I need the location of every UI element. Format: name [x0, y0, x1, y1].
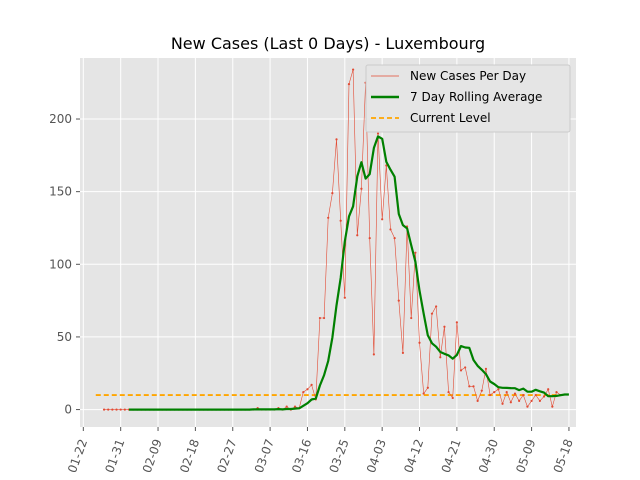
new-cases-point — [381, 218, 384, 221]
new-cases-point — [488, 393, 492, 397]
new-cases-point — [302, 391, 305, 394]
new-cases-point — [476, 399, 479, 402]
chart-title: New Cases (Last 0 Days) - Luxembourg — [171, 34, 485, 53]
new-cases-point — [484, 367, 488, 370]
new-cases-point — [418, 341, 421, 344]
new-cases-point — [111, 408, 114, 411]
y-tick-label: 0 — [64, 403, 72, 417]
new-cases-point — [555, 391, 558, 394]
new-cases-point — [285, 405, 288, 408]
legend: New Cases Per Day 7 Day Rolling Average … — [365, 64, 571, 133]
legend-label-current-level: Current Level — [410, 111, 491, 125]
new-cases-point — [526, 405, 529, 408]
new-cases-point — [356, 234, 359, 237]
new-cases-point — [410, 316, 413, 320]
new-cases-point — [530, 399, 533, 402]
x-tick-label: 04-21 — [439, 437, 464, 475]
new-cases-point — [310, 383, 313, 386]
x-tick-label: 02-09 — [140, 437, 165, 475]
new-cases-point — [123, 408, 126, 411]
new-cases-point — [551, 405, 554, 408]
rolling-average-line — [129, 135, 569, 411]
grid — [80, 58, 576, 427]
new-cases-point — [389, 228, 392, 231]
new-cases-point — [318, 316, 322, 320]
y-tick-label: 50 — [57, 330, 72, 344]
new-cases-point — [331, 192, 334, 195]
new-cases-point — [542, 395, 546, 398]
y-axis-ticks: 0 50 100 150 200 — [49, 112, 80, 417]
new-cases-point — [547, 388, 550, 391]
new-cases-point — [430, 312, 434, 315]
new-cases-point — [393, 237, 396, 240]
new-cases-point — [347, 83, 351, 86]
new-cases-point — [464, 366, 467, 369]
new-cases-point — [102, 408, 106, 411]
new-cases-point — [505, 391, 508, 394]
new-cases-point — [376, 132, 380, 135]
new-cases-point — [426, 386, 429, 389]
y-tick-label: 200 — [49, 112, 72, 126]
new-cases-point — [293, 405, 297, 408]
new-cases-point — [522, 393, 525, 397]
new-cases-point — [339, 219, 342, 222]
new-cases-point — [501, 402, 504, 405]
x-tick-label: 02-18 — [177, 437, 202, 475]
x-tick-label: 03-16 — [289, 437, 314, 475]
new-cases-point — [107, 408, 110, 411]
y-tick-label: 100 — [49, 257, 72, 271]
x-tick-label: 01-22 — [65, 437, 90, 475]
new-cases-point — [306, 388, 309, 391]
new-cases-point — [335, 138, 338, 141]
new-cases-point — [414, 251, 417, 254]
new-cases-point — [401, 351, 405, 355]
x-tick-label: 05-09 — [513, 437, 538, 475]
new-cases-point — [439, 356, 442, 359]
new-cases-point — [327, 216, 330, 219]
new-cases-point — [472, 385, 475, 388]
new-cases-point — [343, 296, 346, 299]
new-cases-point — [443, 325, 446, 328]
x-tick-label: 04-03 — [364, 437, 389, 475]
new-cases-point — [360, 187, 363, 190]
legend-box — [365, 64, 571, 133]
x-tick-label: 03-25 — [327, 437, 352, 475]
new-cases-point — [451, 396, 454, 400]
new-cases-point — [480, 389, 483, 392]
new-cases-point — [493, 391, 496, 394]
new-cases-point — [397, 299, 400, 302]
new-cases-point — [368, 237, 371, 240]
legend-label-new-cases: New Cases Per Day — [410, 69, 526, 83]
x-tick-label: 05-18 — [551, 437, 576, 475]
x-tick-label: 03-07 — [252, 437, 277, 475]
new-cases-point — [455, 321, 458, 324]
x-tick-label: 04-12 — [401, 437, 426, 475]
x-axis-ticks: 01-22 01-31 02-09 02-18 02-27 03-07 03-16 03-25… — [65, 427, 576, 475]
x-tick-label: 02-27 — [214, 437, 239, 475]
new-cases-point — [513, 392, 517, 395]
new-cases-point — [468, 385, 471, 388]
new-cases-point — [322, 316, 326, 320]
new-cases-point — [509, 401, 512, 404]
new-cases-point — [538, 399, 541, 402]
new-cases-point — [459, 369, 463, 372]
y-tick-label: 150 — [49, 185, 72, 199]
new-cases-point — [447, 391, 450, 394]
new-cases-point — [534, 393, 537, 397]
new-cases-point — [352, 68, 355, 71]
x-tick-label: 01-31 — [102, 437, 127, 475]
new-cases-point — [518, 399, 521, 402]
new-cases-point — [372, 353, 375, 356]
legend-label-rolling-average: 7 Day Rolling Average — [410, 90, 542, 104]
new-cases-point — [435, 305, 438, 308]
new-cases-point — [115, 408, 118, 411]
x-tick-label: 04-30 — [476, 437, 501, 475]
new-cases-point — [497, 388, 500, 391]
new-cases-point — [119, 408, 122, 411]
new-cases-point — [422, 392, 425, 395]
series-7-day-rolling-average — [129, 135, 569, 411]
